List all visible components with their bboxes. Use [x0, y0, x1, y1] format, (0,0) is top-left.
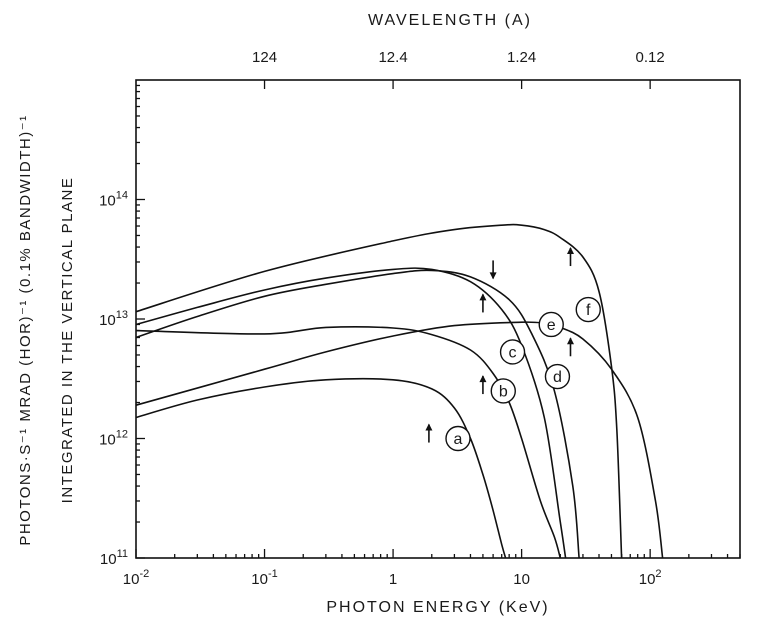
series-group: a b c d e f: [135, 223, 664, 559]
x-axis-ticks: 10-2 10-1 1 10 102: [123, 549, 741, 588]
x-tick-label: 10: [513, 571, 530, 588]
series-b-line: [135, 326, 562, 559]
critical-energy-arrow: [566, 337, 574, 357]
x-tick-label: 102: [639, 568, 662, 588]
series-c-line: [135, 267, 567, 559]
series-a-line: [135, 377, 507, 559]
y-tick-label: 1013: [99, 309, 128, 329]
series-c-label: c: [499, 339, 526, 365]
series-a-label: a: [445, 425, 471, 452]
x-tick-label: 1: [389, 571, 397, 588]
series-f-label: f: [575, 296, 601, 323]
critical-energy-arrow: [479, 375, 487, 395]
svg-text:a: a: [454, 431, 463, 448]
critical-energy-arrow: [479, 293, 487, 313]
top-axis-ticks: 124 12.4 1.24 0.12: [252, 49, 665, 89]
series-d-line: [135, 269, 580, 559]
top-axis-label: WAVELENGTH (A): [368, 12, 532, 29]
series-b-label: b: [490, 378, 516, 404]
critical-energy-arrow: [489, 260, 497, 280]
svg-text:f: f: [586, 302, 591, 319]
y-tick-label: 1012: [99, 429, 128, 449]
series-d: d: [135, 260, 580, 559]
x-tick-label: 10-1: [251, 568, 277, 588]
critical-energy-arrow: [425, 423, 433, 443]
series-a: a: [135, 377, 507, 559]
series-d-label: d: [544, 363, 571, 390]
plot-frame: [135, 79, 741, 559]
x-tick-label: 10-2: [123, 568, 149, 588]
series-e-line: [135, 321, 664, 559]
svg-text:e: e: [547, 317, 556, 334]
series-e: e: [135, 311, 664, 559]
top-tick-label: 12.4: [378, 49, 407, 66]
series-c: c: [135, 267, 567, 559]
y-axis-label-line1: PHOTONS·S⁻¹ MRAD (HOR)⁻¹ (0.1% BANDWIDTH…: [17, 114, 34, 545]
series-e-label: e: [538, 311, 564, 338]
series-f-line: [135, 223, 623, 559]
svg-text:d: d: [553, 369, 562, 386]
top-tick-label: 1.24: [507, 49, 536, 66]
series-f: f: [135, 223, 623, 559]
top-tick-label: 0.12: [636, 49, 665, 66]
y-axis-label-line2: INTEGRATED IN THE VERTICAL PLANE: [59, 177, 76, 504]
svg-text:c: c: [509, 344, 517, 361]
x-axis-label: PHOTON ENERGY (KeV): [326, 599, 549, 616]
y-tick-label: 1014: [99, 190, 128, 210]
svg-text:b: b: [499, 383, 508, 400]
top-tick-label: 124: [252, 49, 277, 66]
y-tick-label: 1011: [100, 548, 128, 568]
series-b: b: [135, 326, 562, 559]
critical-energy-arrow: [566, 247, 574, 267]
y-axis-ticks: 1011 1012 1013 1014: [99, 84, 145, 568]
